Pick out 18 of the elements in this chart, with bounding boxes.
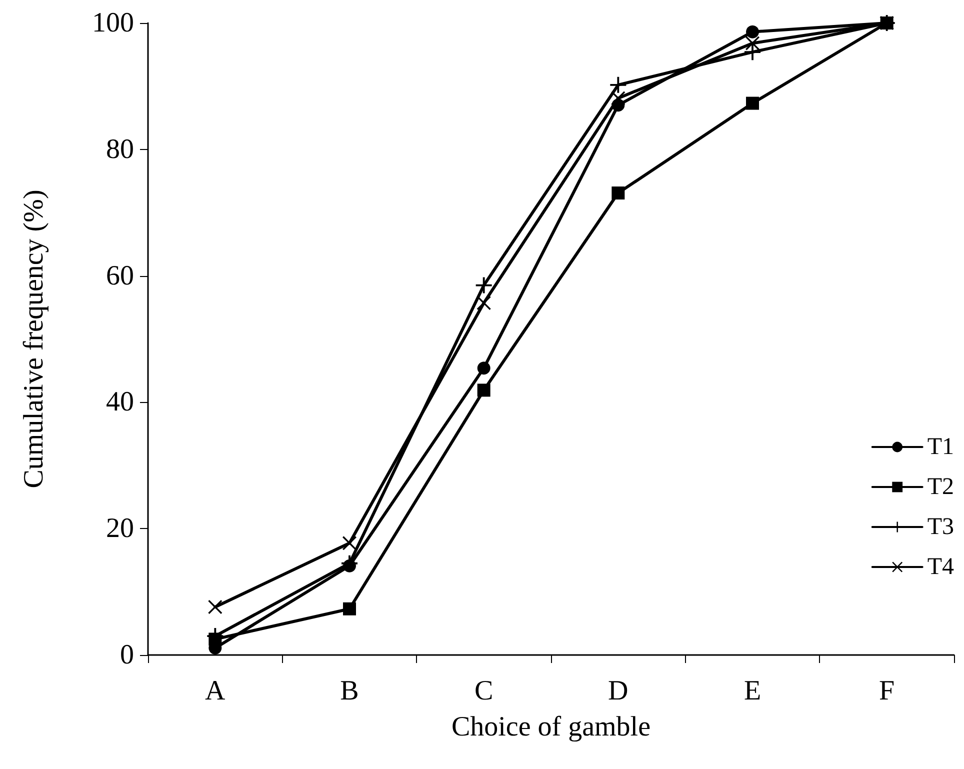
x-tick-label: F xyxy=(879,676,895,706)
y-tick-label: 100 xyxy=(92,8,134,38)
x-tick-label: C xyxy=(474,676,494,706)
x-tick-label: D xyxy=(608,676,628,706)
y-tick-label: 60 xyxy=(106,260,134,292)
x-tick-label: E xyxy=(744,676,762,706)
x-axis-title: Choice of gamble xyxy=(451,712,651,742)
y-tick-label: 80 xyxy=(106,134,134,165)
y-tick-label: 0 xyxy=(120,640,134,670)
legend-label: T2 xyxy=(927,474,954,500)
y-axis-title: Cumulative frequency (%) xyxy=(18,190,50,488)
legend-label: T1 xyxy=(927,434,954,460)
x-tick-label: B xyxy=(340,676,359,706)
x-tick-label: A xyxy=(205,676,226,706)
legend-label: T3 xyxy=(927,514,954,540)
legend-label: T4 xyxy=(927,554,954,580)
y-tick-label: 20 xyxy=(106,513,134,544)
y-tick-label: 40 xyxy=(106,386,134,418)
